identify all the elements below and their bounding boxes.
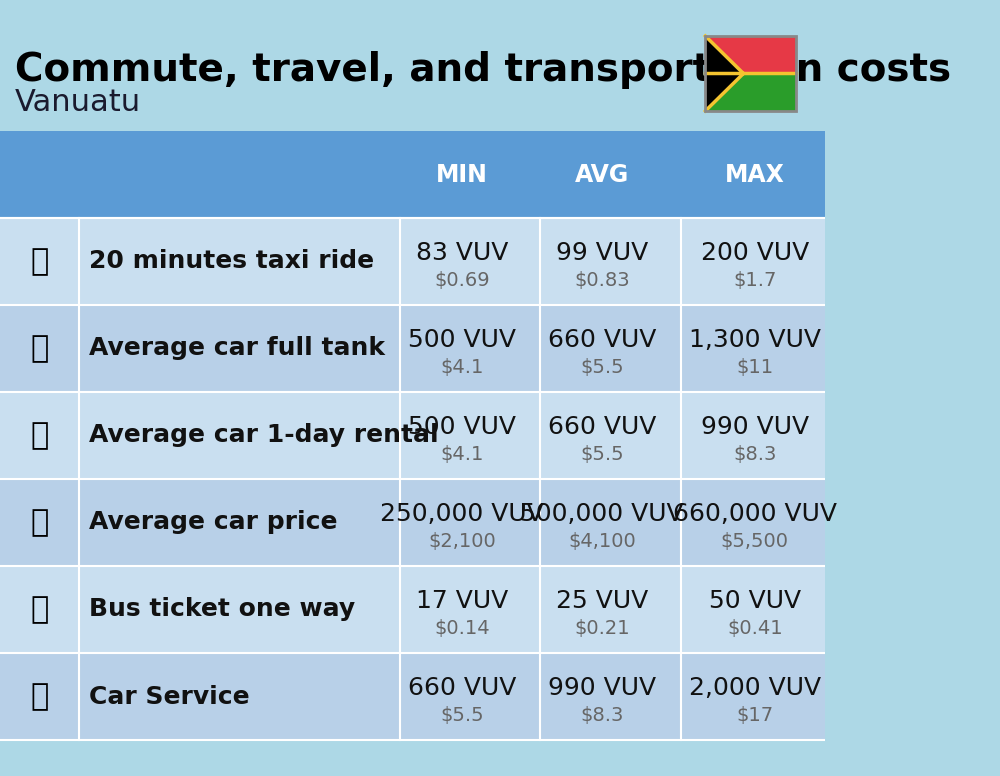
Text: $0.69: $0.69	[434, 271, 490, 290]
Text: Average car full tank: Average car full tank	[89, 337, 385, 361]
Text: $0.41: $0.41	[727, 619, 783, 638]
Text: Car Service: Car Service	[89, 684, 250, 708]
Text: 25 VUV: 25 VUV	[556, 589, 648, 613]
Text: $0.14: $0.14	[434, 619, 490, 638]
Text: $8.3: $8.3	[733, 445, 776, 464]
Text: 🚗: 🚗	[30, 508, 49, 537]
Text: $17: $17	[736, 706, 773, 725]
FancyBboxPatch shape	[0, 131, 825, 218]
Text: 660,000 VUV: 660,000 VUV	[673, 502, 837, 526]
Text: MIN: MIN	[436, 162, 488, 186]
Text: $5.5: $5.5	[580, 359, 624, 377]
FancyBboxPatch shape	[0, 392, 825, 479]
Text: $8.3: $8.3	[581, 706, 624, 725]
Text: $0.83: $0.83	[574, 271, 630, 290]
Text: Average car 1-day rental: Average car 1-day rental	[89, 424, 439, 448]
Text: 1,300 VUV: 1,300 VUV	[689, 327, 821, 352]
Text: 🚙: 🚙	[30, 421, 49, 450]
Text: 990 VUV: 990 VUV	[701, 415, 809, 438]
Text: 500,000 VUV: 500,000 VUV	[520, 502, 684, 526]
Text: 990 VUV: 990 VUV	[548, 676, 656, 700]
Text: 660 VUV: 660 VUV	[408, 676, 516, 700]
Text: Commute, travel, and transportation costs: Commute, travel, and transportation cost…	[15, 51, 951, 89]
Text: 83 VUV: 83 VUV	[416, 241, 508, 265]
FancyBboxPatch shape	[0, 653, 825, 740]
Text: 50 VUV: 50 VUV	[709, 589, 801, 613]
Text: 660 VUV: 660 VUV	[548, 415, 656, 438]
Text: Vanuatu: Vanuatu	[15, 88, 141, 117]
Text: AVG: AVG	[575, 162, 629, 186]
FancyBboxPatch shape	[0, 479, 825, 566]
FancyBboxPatch shape	[705, 36, 796, 74]
FancyBboxPatch shape	[0, 218, 825, 305]
FancyBboxPatch shape	[0, 566, 825, 653]
Text: $0.21: $0.21	[574, 619, 630, 638]
Text: $5.5: $5.5	[440, 706, 484, 725]
Text: 99 VUV: 99 VUV	[556, 241, 648, 265]
Text: 🔧: 🔧	[30, 682, 49, 711]
Text: $4,100: $4,100	[568, 532, 636, 551]
Text: 200 VUV: 200 VUV	[701, 241, 809, 265]
Text: $1.7: $1.7	[733, 271, 776, 290]
Text: $5,500: $5,500	[721, 532, 789, 551]
Polygon shape	[705, 36, 743, 111]
Text: $4.1: $4.1	[440, 445, 484, 464]
Text: 500 VUV: 500 VUV	[408, 327, 516, 352]
Text: $4.1: $4.1	[440, 359, 484, 377]
Text: Bus ticket one way: Bus ticket one way	[89, 598, 355, 622]
Text: $5.5: $5.5	[580, 445, 624, 464]
Text: 🚌: 🚌	[30, 595, 49, 624]
Text: $11: $11	[736, 359, 773, 377]
Text: MAX: MAX	[725, 162, 785, 186]
Text: 17 VUV: 17 VUV	[416, 589, 508, 613]
Text: 2,000 VUV: 2,000 VUV	[689, 676, 821, 700]
Text: 🚕: 🚕	[30, 247, 49, 276]
FancyBboxPatch shape	[705, 74, 796, 111]
Text: 660 VUV: 660 VUV	[548, 327, 656, 352]
Text: 500 VUV: 500 VUV	[408, 415, 516, 438]
FancyBboxPatch shape	[0, 305, 825, 392]
Text: 250,000 VUV: 250,000 VUV	[380, 502, 544, 526]
Text: $2,100: $2,100	[428, 532, 496, 551]
Text: 20 minutes taxi ride: 20 minutes taxi ride	[89, 250, 374, 273]
Text: Average car price: Average car price	[89, 511, 338, 535]
Text: ⛽: ⛽	[30, 334, 49, 363]
